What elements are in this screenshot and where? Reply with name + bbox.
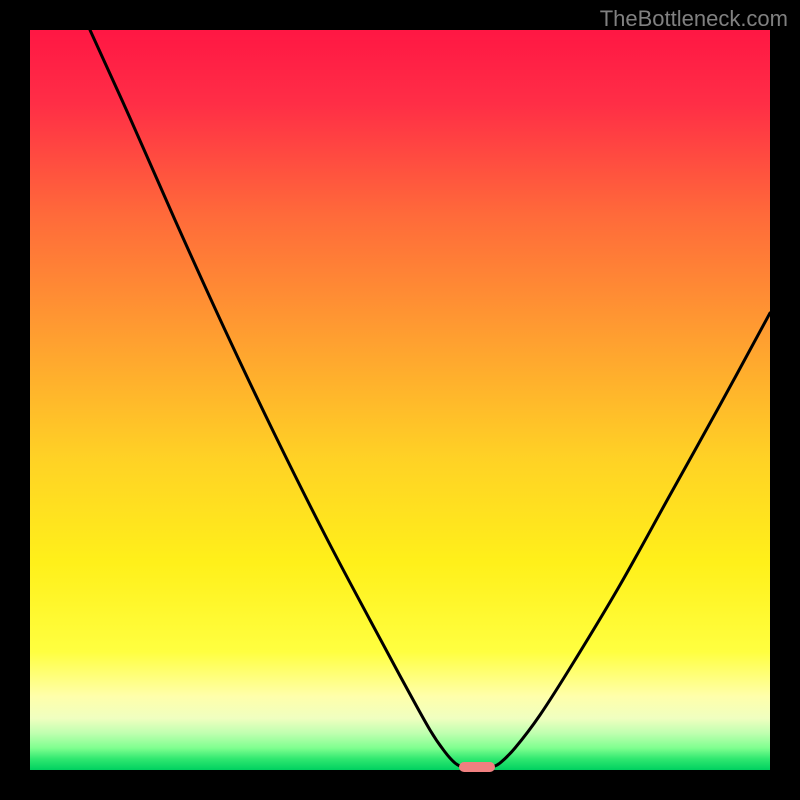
plot-area <box>30 30 770 770</box>
chart-canvas: TheBottleneck.com <box>0 0 800 800</box>
bottleneck-marker <box>459 762 495 772</box>
bottleneck-v-curve <box>90 30 770 767</box>
watermark-text: TheBottleneck.com <box>600 6 788 32</box>
curve-layer <box>30 30 770 770</box>
